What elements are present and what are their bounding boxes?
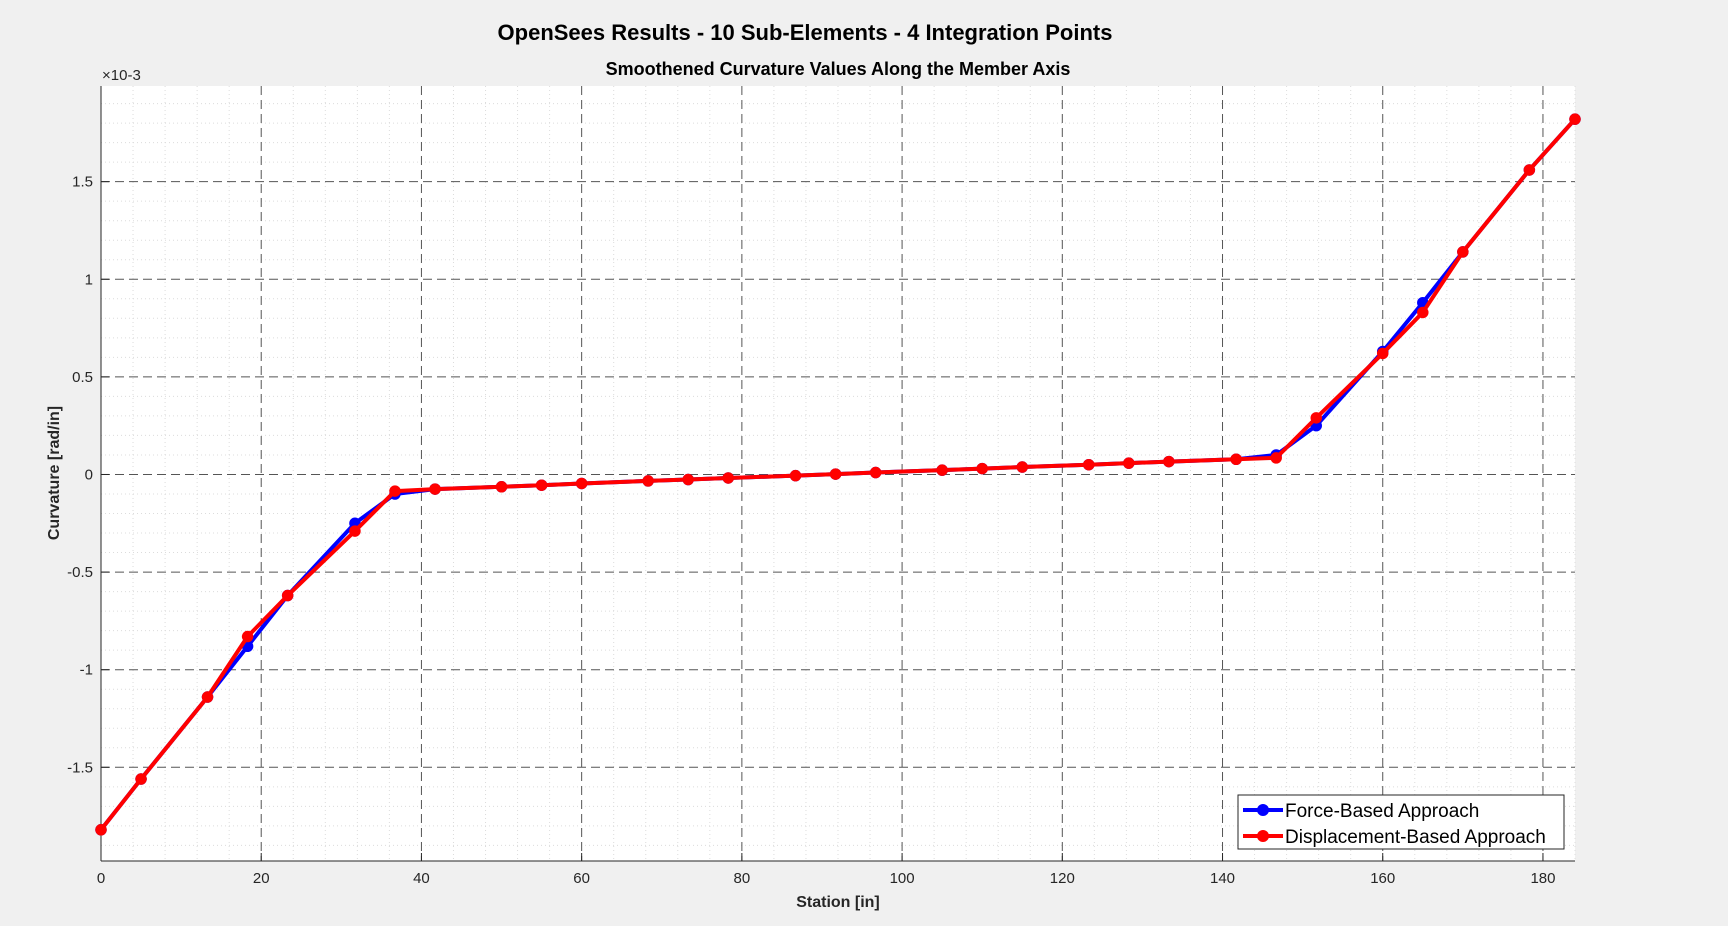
axes	[100, 86, 1575, 862]
x-tick-label: 80	[734, 870, 751, 887]
data-point	[495, 481, 508, 493]
data-point	[682, 473, 694, 486]
y-tick-label: 0	[85, 466, 93, 483]
x-tick-label: 0	[97, 870, 105, 887]
data-point	[1376, 347, 1389, 360]
data-point	[1123, 457, 1135, 469]
x-tick-label: 20	[253, 870, 270, 887]
data-point	[201, 691, 214, 703]
data-point	[241, 630, 254, 643]
x-tick-labels: 0 20 40 60 80 100 120 140 160 180	[97, 870, 1556, 887]
data-point	[429, 483, 441, 495]
data-point	[95, 824, 107, 836]
minor-grid	[101, 86, 1576, 861]
legend: Force-Based Approach Displacement-Based …	[1237, 794, 1565, 850]
x-tick-label: 60	[573, 870, 590, 887]
data-point	[1457, 246, 1469, 258]
data-point	[1417, 306, 1429, 319]
y-tick-label: -0.5	[67, 564, 93, 581]
data-point	[789, 469, 802, 482]
data-point	[1270, 452, 1282, 464]
data-point	[1230, 453, 1242, 465]
y-axis-label: Curvature [rad/in]	[46, 406, 63, 540]
legend-marker-displacement-based	[1257, 830, 1269, 842]
x-tick-label: 100	[890, 870, 915, 887]
legend-marker-force-based	[1257, 804, 1269, 816]
data-point	[722, 472, 735, 484]
y-tick-label: 1.5	[72, 174, 93, 191]
x-axis-label: Station [in]	[796, 894, 880, 911]
chart-title: Smoothened Curvature Values Along the Me…	[606, 59, 1071, 79]
data-point	[936, 464, 948, 476]
legend-box	[1237, 794, 1565, 850]
data-point	[281, 589, 294, 602]
x-tick-label: 160	[1370, 870, 1395, 887]
y-tick-labels: -1.5 -1 -0.5 0 0.5 1 1.5	[67, 174, 93, 777]
y-exponent-label: ×10-3	[102, 67, 141, 84]
data-point	[575, 477, 588, 490]
data-point	[1523, 164, 1536, 176]
x-tick-label: 40	[413, 870, 430, 887]
data-point	[1163, 455, 1175, 468]
y-tick-label: -1	[80, 662, 93, 679]
data-point	[389, 485, 401, 497]
data-point	[829, 468, 842, 480]
data-point	[976, 462, 988, 475]
legend-label-force-based: Force-Based Approach	[1285, 801, 1479, 822]
data-point	[869, 466, 882, 479]
data-point	[1569, 113, 1581, 125]
x-tick-label: 140	[1210, 870, 1235, 887]
data-point	[1082, 458, 1095, 471]
figure-title: OpenSees Results - 10 Sub-Elements - 4 I…	[498, 20, 1113, 45]
y-tick-label: 0.5	[72, 369, 93, 386]
data-point	[349, 525, 361, 537]
data-point	[1016, 461, 1028, 473]
y-tick-label: 1	[85, 271, 93, 288]
data-point	[535, 479, 548, 491]
data-point	[642, 475, 654, 487]
data-point	[135, 773, 147, 785]
data-point	[1310, 412, 1322, 424]
x-tick-label: 120	[1050, 870, 1075, 887]
x-tick-label: 180	[1530, 870, 1555, 887]
series-displacement-based	[95, 113, 1581, 836]
legend-label-displacement-based: Displacement-Based Approach	[1285, 827, 1546, 848]
y-tick-label: -1.5	[67, 759, 93, 776]
